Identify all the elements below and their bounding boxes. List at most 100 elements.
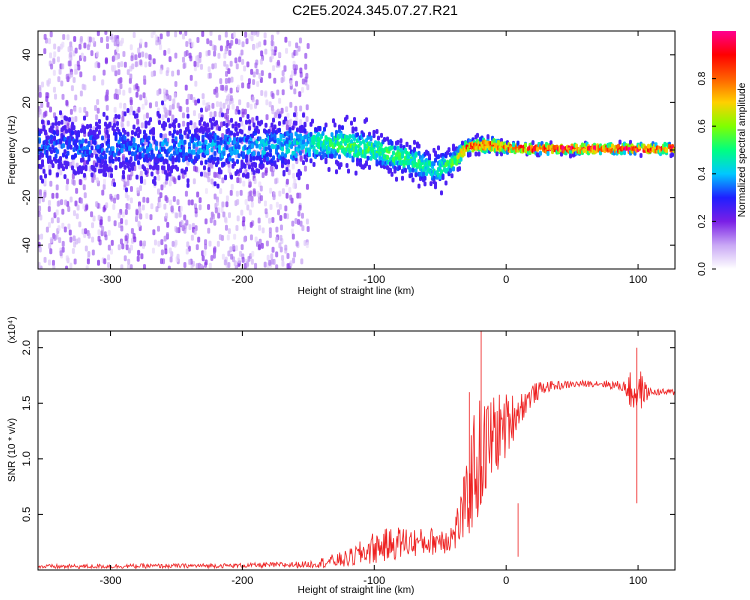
spectrogram-ridge-cell [368,164,371,170]
spectrogram-ridge-cell [56,129,59,135]
spectrogram-noise-cell [285,192,289,199]
spectrogram-y-label: Frequency (Hz) [7,116,18,185]
spectrogram-ridge-cell [242,172,245,178]
spectrogram-noise-cell [144,52,148,59]
spectrogram-noise-cell [299,220,303,227]
spectrogram-noise-cell [292,257,296,264]
spectrogram-ridge-cell [243,163,247,169]
spectrogram-ridge-cell [233,136,236,142]
spectrogram-noise-cell [263,39,267,46]
spectrogram-ridge-cell [417,150,421,156]
spectrogram-noise-cell [301,78,305,85]
spectrogram-ridge-cell [104,160,107,166]
spectrogram-noise-cell [229,95,233,102]
spectrogram-noise-cell [198,56,202,63]
spectrogram-noise-cell [252,71,256,78]
spectrogram-ridge-cell [299,150,302,156]
spectrogram-noise-cell [229,189,233,196]
spectrogram-noise-cell [78,43,82,50]
spectrogram-noise-cell [204,218,208,225]
spectrogram-noise-cell [119,238,123,245]
spectrogram-ridge-cell [171,155,175,161]
spectrogram-noise-cell [110,248,114,255]
spectrogram-noise-cell [71,248,75,255]
spectrogram-noise-cell [288,186,292,193]
spectrogram-noise-cell [258,238,262,245]
spectrogram-noise-cell [140,122,144,129]
spectrogram-ridge-cell [47,159,50,165]
spectrogram-ridge-cell [174,136,178,142]
spectrogram-noise-cell [81,83,85,90]
spectrogram-ridge-cell [297,175,301,181]
spectrogram-noise-cell [291,220,295,227]
spectrogram-ridge-cell [303,121,307,127]
spectrogram-ridge-cell [248,119,251,125]
spectrogram-noise-cell [129,44,133,51]
spectrogram-ridge-cell [258,144,262,150]
spectrogram-noise-cell [264,167,268,174]
spectrogram-noise-cell [38,261,41,268]
spectrogram-noise-cell [210,254,214,261]
spectrogram-noise-cell [278,203,282,210]
spectrogram-noise-cell [69,262,73,269]
spectrogram-noise-cell [239,189,243,196]
snr-x-tick-label: -200 [231,575,253,587]
spectrogram-noise-cell [87,232,91,239]
spectrogram-noise-cell [230,39,234,46]
spectrogram-noise-cell [271,217,275,224]
spectrogram-ridge-cell [330,153,334,159]
spectrogram-noise-cell [227,77,231,84]
spectrogram-noise-cell [294,218,298,225]
spectrogram-ridge-cell [146,157,149,163]
spectrogram-ridge-cell [282,171,286,177]
spectrogram-noise-cell [271,49,275,56]
spectrogram-ridge-cell [383,137,386,143]
spectrogram-noise-cell [136,85,140,92]
spectrogram-noise-cell [52,58,56,65]
spectrogram-noise-cell [168,109,172,116]
spectrogram-ridge-cell [261,163,265,169]
spectrogram-noise-cell [218,234,222,241]
spectrogram-ridge-cell [90,172,94,178]
spectrogram-noise-cell [120,61,124,68]
spectrogram-noise-cell [303,165,307,172]
spectrogram-noise-cell [251,96,255,103]
spectrogram-noise-cell [62,34,66,41]
spectrogram-noise-cell [223,259,227,266]
spectrogram-ridge-cell [117,156,121,162]
spectrogram-noise-cell [187,93,191,100]
spectrogram-noise-cell [143,263,147,269]
spectrogram-ridge-cell [50,139,53,145]
spectrogram-noise-cell [102,178,106,185]
spectrogram-noise-cell [254,236,258,243]
spectrogram-ridge-cell [224,175,227,181]
spectrogram-ridge-cell [332,118,335,124]
spectrogram-noise-cell [118,88,122,95]
spectrogram-noise-cell [137,249,141,256]
spectrogram-noise-cell [246,204,250,211]
spectrogram-noise-cell [50,217,54,224]
spectrogram-noise-cell [55,209,59,216]
spectrogram-ridge-cell [399,138,403,144]
spectrogram-noise-cell [169,256,173,263]
spectrogram-ridge-cell [347,137,350,143]
spectrogram-noise-cell [61,41,65,48]
spectrogram-noise-cell [231,243,235,250]
snr-panel: -300 -200 -100 0 100 0.5 1.0 1.5 2.0 Height of … [7,316,676,596]
spectrogram-noise-cell [53,51,57,58]
spectrogram-noise-cell [47,259,51,266]
spectrogram-noise-cell [92,215,96,222]
spectrogram-noise-cell [219,188,223,195]
spectrogram-ridge-cell [186,121,190,127]
spectrogram-noise-cell [305,104,309,111]
spectrogram-noise-cell [74,63,78,70]
spectrogram-noise-cell [124,192,128,199]
spectrogram-ridge-cell [390,171,394,177]
spectrogram-noise-cell [129,197,133,204]
spectrogram-ridge-cell [50,149,53,155]
spectrogram-noise-cell [165,197,169,204]
spectrogram-noise-cell [263,32,267,39]
spectrogram-noise-cell [204,259,208,266]
spectrogram-noise-cell [195,55,199,62]
